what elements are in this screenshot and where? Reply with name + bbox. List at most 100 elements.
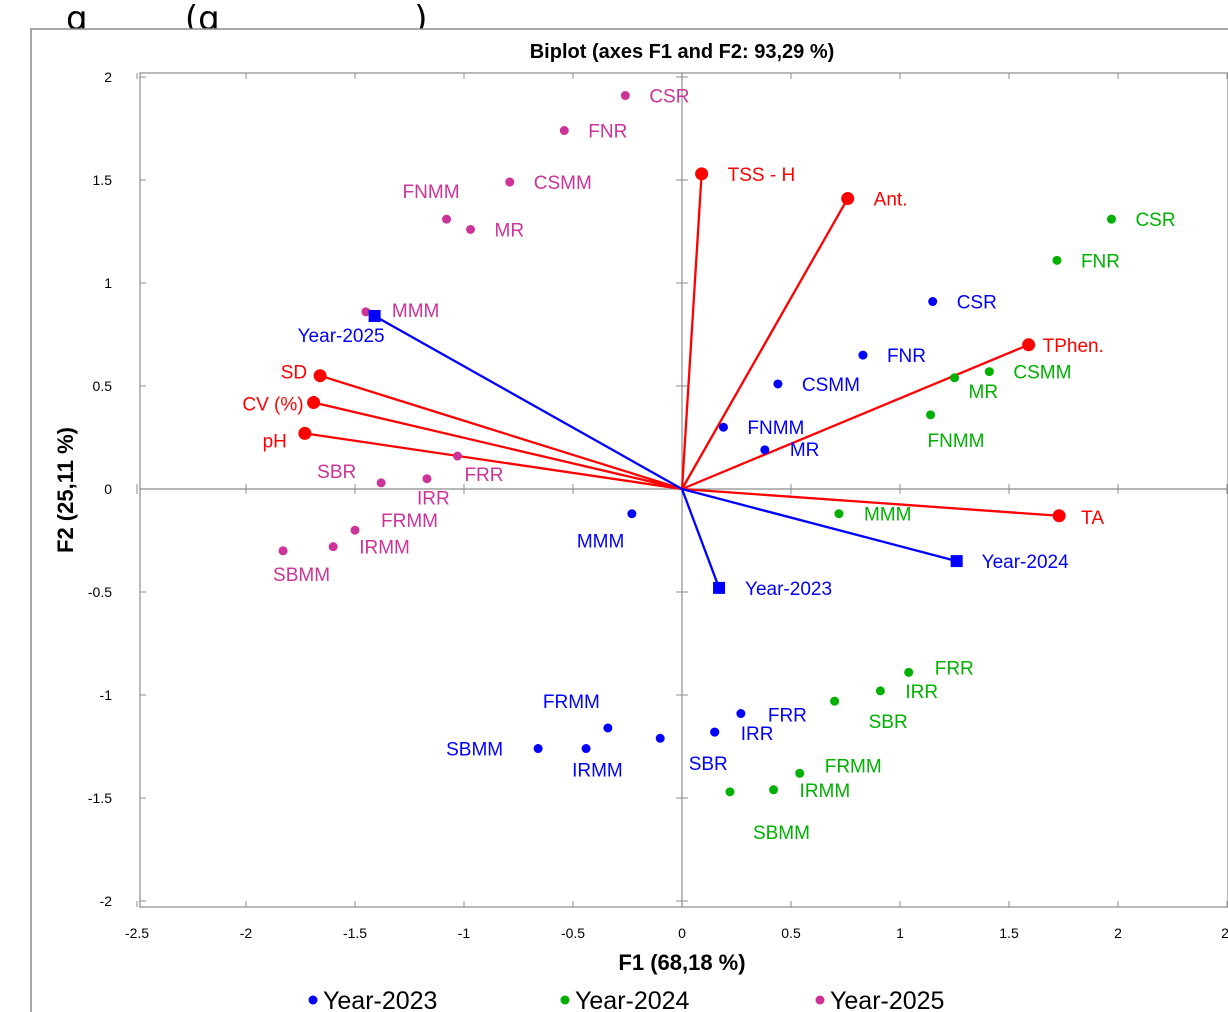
x-tick-label: -1.5 [343, 925, 367, 941]
point-label: FNMM [928, 431, 985, 452]
variable-label: SD [281, 363, 307, 384]
point-label: SBMM [273, 565, 330, 586]
data-point [278, 546, 288, 556]
y-tick-label: -1 [100, 687, 113, 703]
variable-marker [298, 426, 312, 440]
data-point [830, 696, 840, 706]
variable-vector [680, 173, 703, 490]
variable-vector [304, 432, 683, 491]
point-label: CSMM [534, 173, 592, 194]
variable-marker [695, 167, 709, 181]
point-label: FNR [1081, 251, 1120, 272]
y-tick-label: 1 [104, 275, 112, 291]
y-tick-label: 2 [104, 69, 112, 85]
y-tick-label: -0.5 [88, 584, 112, 600]
data-point [376, 478, 386, 488]
supplementary-vector [680, 488, 721, 589]
variable-marker [313, 369, 327, 383]
variable-marker [307, 395, 321, 409]
data-point [904, 667, 914, 677]
point-label: IRMM [359, 538, 410, 559]
data-point [533, 744, 543, 754]
variable-label: TA [1081, 508, 1104, 529]
point-label: FRMM [543, 692, 600, 713]
point-label: IRR [741, 724, 774, 745]
supplementary-label: Year-2025 [298, 326, 385, 347]
point-label: MMM [864, 505, 911, 526]
supplementary-vector [681, 487, 957, 563]
legend-marker [560, 995, 570, 1005]
vectors-layer [304, 173, 1060, 589]
y-tick-label: 0 [104, 481, 112, 497]
y-tick-label: -2 [100, 893, 113, 909]
data-point [1106, 214, 1116, 224]
data-point [627, 509, 637, 519]
supplementary-label: Year-2023 [745, 579, 832, 600]
x-tick-label: 2 [1114, 925, 1122, 941]
data-point [875, 686, 885, 696]
data-point [328, 542, 338, 552]
data-point [505, 177, 515, 187]
legend-label: Year-2024 [575, 987, 690, 1012]
point-label: FRR [464, 465, 503, 486]
point-label: CSR [1135, 210, 1175, 231]
variable-vector [681, 487, 1060, 517]
legend-label: Year-2023 [323, 987, 437, 1012]
data-point [926, 410, 936, 420]
y-tick-label: 1.5 [93, 172, 113, 188]
x-tick-label: -0.5 [561, 925, 585, 941]
data-point [736, 709, 746, 719]
data-point [725, 787, 735, 797]
point-label: CSMM [1013, 363, 1071, 384]
x-tick-label: 1.5 [999, 925, 1019, 941]
point-label: FNR [588, 122, 627, 143]
point-label: MMM [392, 301, 439, 322]
supplementary-marker [950, 555, 963, 568]
legend-marker [308, 995, 318, 1005]
supplementary-marker [713, 581, 726, 594]
point-label: IRR [905, 682, 938, 703]
point-label: FRR [768, 706, 807, 727]
point-label: CSR [957, 293, 997, 314]
variable-vector [681, 343, 1030, 491]
variable-vector [319, 374, 683, 491]
supplementary-label: Year-2024 [982, 552, 1069, 573]
x-tick-label: -1 [458, 925, 471, 941]
x-tick-label: -2.5 [125, 925, 149, 941]
point-label: FNMM [403, 182, 460, 203]
data-point [795, 768, 805, 778]
chart-title: Biplot (axes F1 and F2: 93,29 %) [530, 41, 835, 63]
point-label: IRMM [572, 761, 623, 782]
point-label: FRR [935, 658, 974, 679]
variable-marker [1052, 509, 1066, 523]
point-label: CSR [649, 87, 689, 108]
data-point [559, 126, 569, 136]
point-label: SBR [869, 712, 908, 733]
variable-marker [841, 192, 855, 206]
data-point [950, 373, 959, 383]
x-tick-label: 2. [1221, 925, 1228, 941]
supplementary-marker [368, 309, 381, 322]
point-label: FRMM [381, 511, 438, 532]
variable-label: TPhen. [1043, 336, 1104, 357]
point-label: MR [790, 440, 820, 461]
point-label: FNR [887, 346, 926, 367]
point-label: SBMM [446, 740, 503, 761]
supplementary-vector [374, 314, 683, 491]
point-label: MR [969, 382, 999, 403]
data-point [1052, 255, 1062, 265]
legend: Year-2023 Year-2024 Year-2025 [308, 987, 944, 1012]
data-point [466, 224, 476, 234]
data-point [452, 451, 462, 461]
data-point [984, 367, 994, 377]
variable-vector [681, 197, 849, 490]
point-label: MR [495, 220, 525, 241]
data-point [718, 422, 728, 432]
variable-label: Ant. [874, 190, 908, 211]
data-point [710, 727, 720, 737]
data-point [773, 379, 783, 389]
point-label: IRR [417, 489, 450, 510]
point-label: SBR [317, 462, 356, 483]
variable-label: TSS - H [728, 165, 796, 186]
